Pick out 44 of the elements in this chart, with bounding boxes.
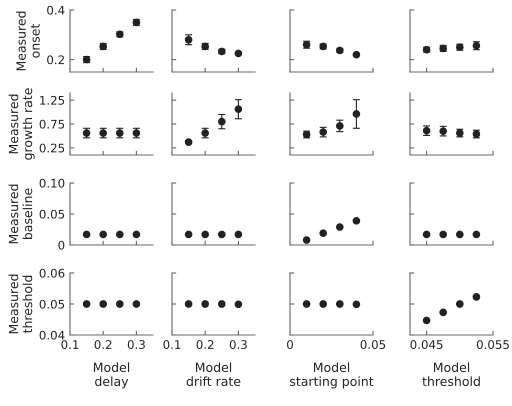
point bbox=[184, 138, 192, 146]
point bbox=[218, 118, 226, 126]
x-tick-label: 0.3 bbox=[128, 340, 145, 349]
y-tick-label: 0.04 bbox=[40, 330, 64, 340]
point bbox=[336, 122, 344, 130]
x-axis-title: Model drift rate bbox=[186, 362, 240, 386]
x-tick-label: 0.1 bbox=[163, 340, 180, 349]
y-tick-label: 0.2 bbox=[47, 55, 64, 64]
y-tick-label: 0.05 bbox=[40, 300, 64, 309]
x-axis-title: Model delay bbox=[94, 362, 130, 388]
x-axis-title: Model starting point bbox=[290, 362, 374, 388]
point bbox=[234, 50, 242, 58]
x-tick-label: 0.1 bbox=[61, 340, 78, 349]
x-tick-label: 0.2 bbox=[94, 340, 112, 349]
y-tick-label: 0.10 bbox=[40, 178, 64, 188]
point bbox=[352, 217, 360, 225]
x-tick-label: 0.05 bbox=[360, 340, 386, 349]
x-tick-label: 0.045 bbox=[410, 340, 442, 349]
point bbox=[319, 229, 328, 238]
point bbox=[302, 236, 310, 244]
point bbox=[422, 316, 430, 324]
x-tick-label: 0.2 bbox=[196, 340, 214, 349]
y-tick-label: 1.25 bbox=[40, 96, 64, 105]
y-axis-title: Measured onset bbox=[16, 12, 40, 70]
point bbox=[439, 308, 448, 316]
y-axis-title: Measured growth rate bbox=[8, 88, 35, 160]
y-axis-title: Measured threshold bbox=[8, 274, 32, 334]
y-tick-label: 0.05 bbox=[40, 210, 64, 219]
y-tick-label: 0.75 bbox=[40, 120, 64, 129]
x-tick-label: 0.3 bbox=[230, 340, 247, 349]
y-tick-label: 0.4 bbox=[47, 6, 64, 15]
y-tick-label: 0.06 bbox=[40, 268, 64, 278]
y-tick-label: 0.25 bbox=[40, 144, 64, 152]
point bbox=[352, 110, 360, 118]
point bbox=[336, 223, 344, 231]
point bbox=[352, 50, 360, 58]
point bbox=[472, 293, 480, 301]
x-tick-label: 0.055 bbox=[476, 340, 509, 349]
x-axis-title: Model threshold bbox=[422, 362, 480, 386]
y-tick-label: 0 bbox=[58, 240, 64, 250]
point bbox=[234, 105, 242, 114]
point bbox=[456, 300, 464, 308]
x-tick-label: 0 bbox=[287, 340, 293, 349]
y-axis-title: Measured baseline bbox=[8, 184, 32, 244]
